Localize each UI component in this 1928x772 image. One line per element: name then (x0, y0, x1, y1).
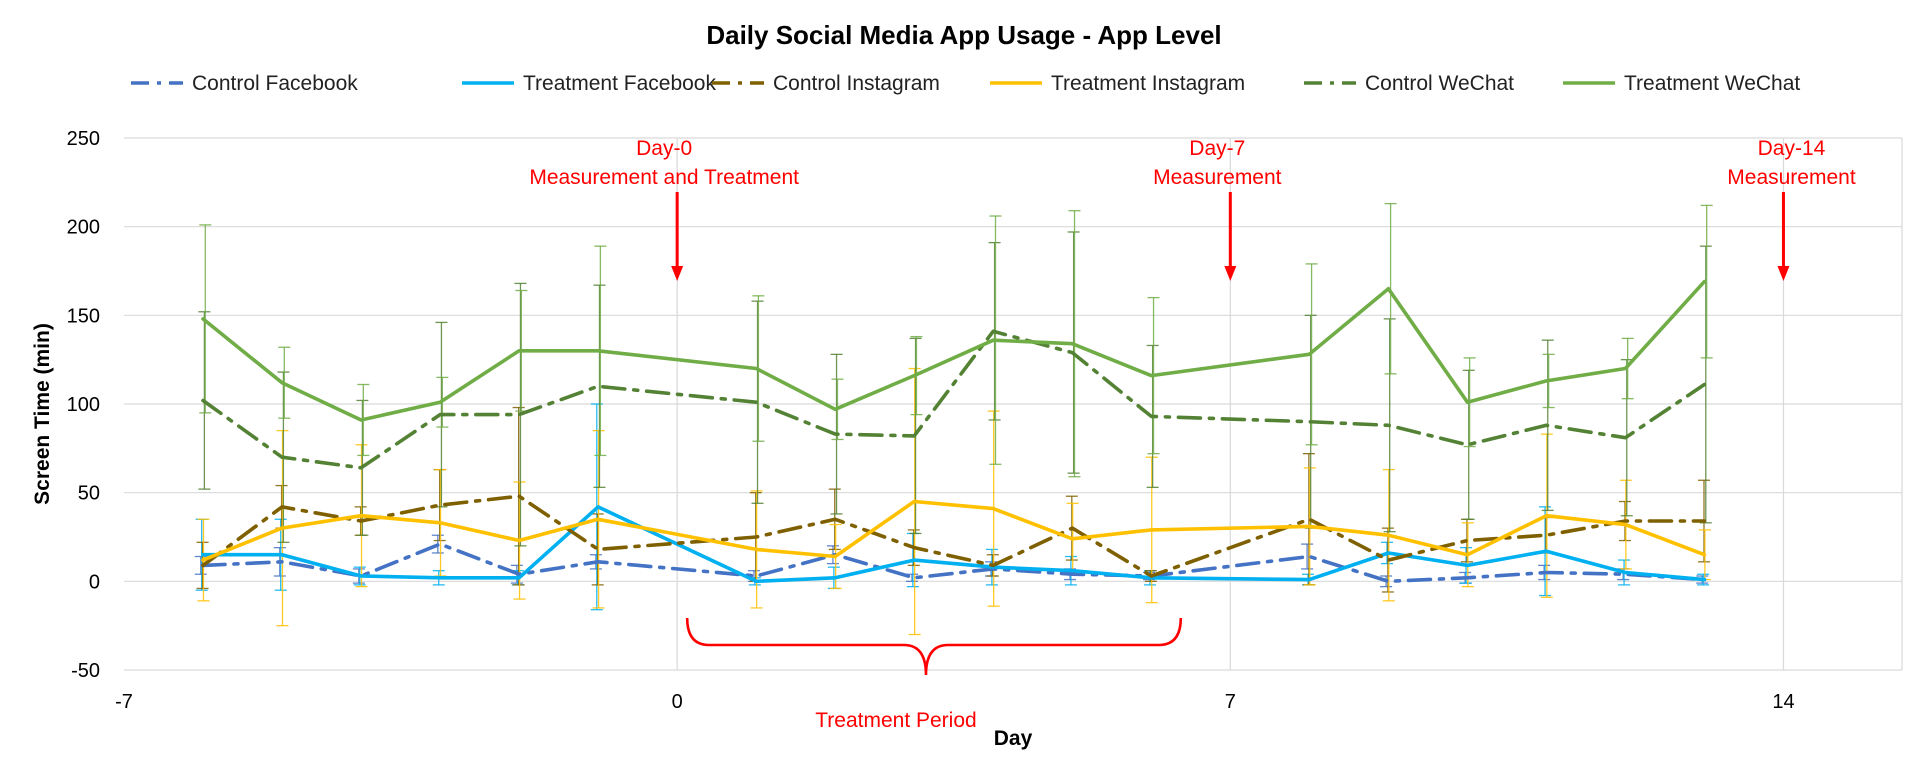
annotation-text: Day-7 (1189, 137, 1245, 160)
x-tick-label: 14 (1772, 691, 1794, 713)
series-line-treatment-facebook (201, 505, 1707, 584)
legend-label: Treatment Instagram (1051, 72, 1245, 95)
y-tick-label: 200 (67, 217, 100, 239)
annotation-arrow-head (1224, 266, 1237, 281)
annotation-day7: Day-7 Measurement (1153, 137, 1282, 281)
x-tick-label: -7 (115, 691, 133, 713)
annotation-text: Day-0 (636, 137, 692, 160)
legend-item-control-instagram: Control Instagram (712, 72, 940, 95)
error-bars-control-wechat (198, 231, 1712, 547)
series-line-treatment-instagram (201, 499, 1707, 562)
error-bars (194, 202, 1713, 636)
chart-title: Daily Social Media App Usage - App Level (706, 20, 1221, 50)
legend-item-treatment-facebook: Treatment Facebook (462, 72, 716, 95)
x-tick-label: 0 (672, 691, 683, 713)
x-tick-label: 7 (1225, 691, 1236, 713)
legend: Control Facebook Treatment Facebook Contro… (131, 72, 1800, 95)
series-line-treatment-wechat (201, 279, 1707, 422)
legend-item-control-wechat: Control WeChat (1304, 72, 1514, 95)
legend-item-control-facebook: Control Facebook (131, 72, 358, 95)
annotation-day14: Day-14 Measurement (1727, 137, 1856, 281)
legend-item-treatment-wechat: Treatment WeChat (1563, 72, 1800, 95)
legend-label: Control Facebook (192, 72, 358, 95)
y-tick-label: 100 (67, 394, 100, 416)
bracket-shape (685, 617, 1183, 676)
y-tick-label: 0 (89, 571, 100, 593)
annotation-arrow-head (1777, 266, 1790, 281)
error-bars-treatment-instagram (197, 367, 1711, 636)
annotation-arrow-head (671, 266, 684, 281)
y-tick-label: 50 (78, 483, 100, 505)
legend-label: Treatment WeChat (1624, 72, 1800, 95)
y-tick-label: -50 (71, 660, 100, 682)
y-tick-label: 250 (67, 128, 100, 150)
y-axis-title: Screen Time (min) (31, 323, 54, 505)
annotation-day0: Day-0 Measurement and Treatment (529, 137, 799, 281)
y-tick-label: 150 (67, 305, 100, 327)
bracket-label: Treatment Period (815, 709, 976, 732)
annotation-text: Measurement (1153, 166, 1282, 189)
series-lines (201, 279, 1707, 584)
treatment-bracket: Treatment Period (685, 617, 1183, 732)
x-axis-title: Day (994, 727, 1033, 750)
error-bars-treatment-wechat (199, 202, 1713, 478)
legend-label: Treatment Facebook (523, 72, 716, 95)
error-bars-control-facebook (194, 534, 1709, 588)
annotation-text: Measurement and Treatment (529, 166, 799, 189)
legend-label: Control Instagram (773, 72, 940, 95)
grid-lines (124, 137, 1903, 671)
series-line-control-wechat (201, 329, 1707, 470)
annotation-text: Measurement (1727, 166, 1856, 189)
axes: -50 0 50 100 150 200 250 -7 0 7 14 (67, 128, 1795, 713)
series-line-control-instagram (201, 494, 1707, 578)
series-line-control-facebook (201, 542, 1707, 584)
legend-item-treatment-instagram: Treatment Instagram (990, 72, 1245, 95)
legend-label: Control WeChat (1365, 72, 1514, 95)
annotation-text: Day-14 (1758, 137, 1826, 160)
annotations: Day-0 Measurement and Treatment Day-7 Measu… (529, 137, 1855, 732)
